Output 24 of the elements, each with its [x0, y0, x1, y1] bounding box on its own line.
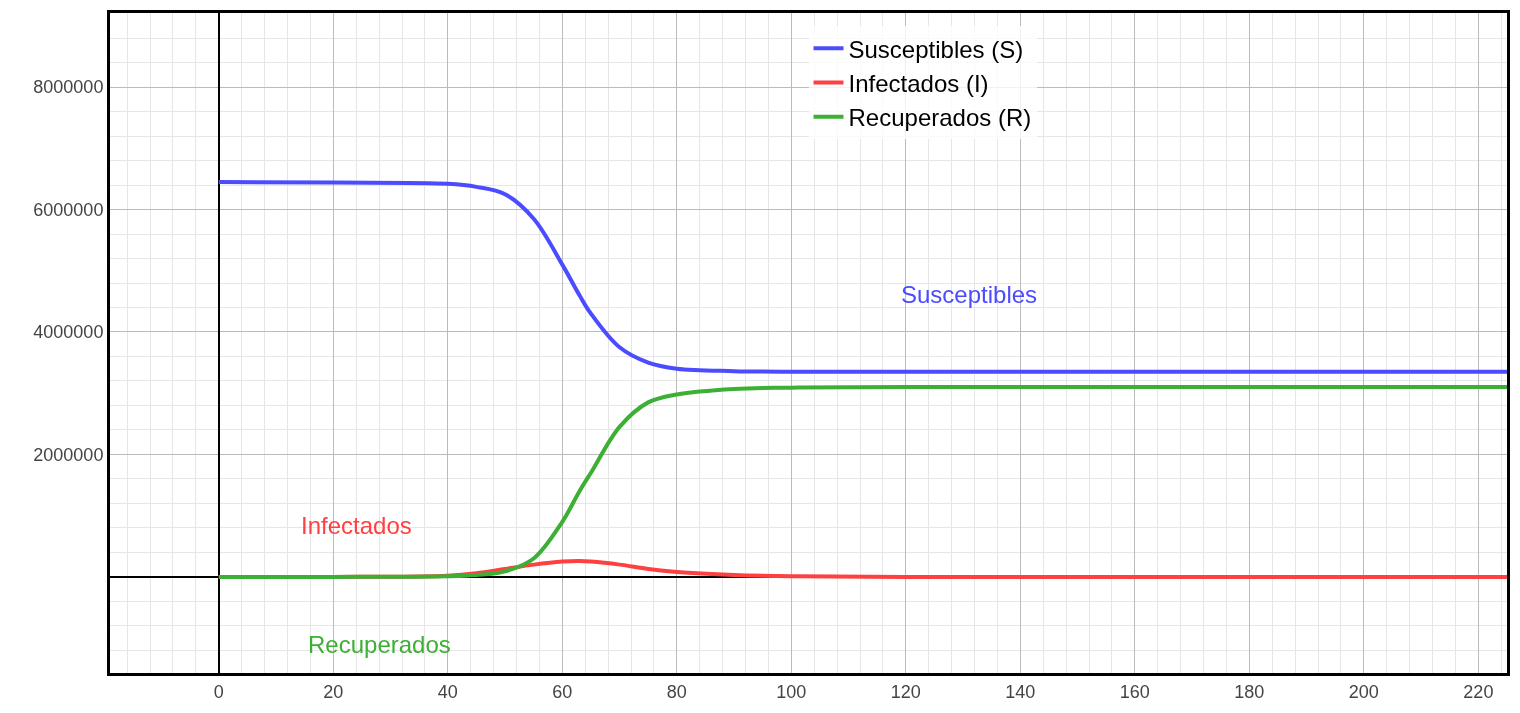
line-series	[216, 384, 1507, 579]
x-tick-label: 40	[437, 681, 458, 702]
x-tick-label: 100	[776, 681, 807, 702]
x-tick-label: 80	[666, 681, 687, 702]
x-tick-label: 160	[1119, 681, 1150, 702]
x-tick-label: 220	[1463, 681, 1494, 702]
legend-label: Recuperados (R)	[848, 104, 1032, 132]
y-tick-label: 8000000	[33, 77, 104, 98]
annotation: Recuperados	[308, 631, 451, 658]
x-tick-label: 20	[323, 681, 344, 702]
x-tick-label: 60	[552, 681, 573, 702]
line-series	[216, 179, 1507, 374]
x-tick-label: 0	[213, 681, 224, 702]
annotation: Infectados	[301, 512, 412, 539]
x-tick-label: 140	[1005, 681, 1036, 702]
annotation: Susceptibles	[901, 281, 1038, 308]
legend-label: Susceptibles (S)	[848, 35, 1024, 63]
x-tick-label: 200	[1348, 681, 1379, 702]
x-tick-label: 120	[890, 681, 921, 702]
y-tick-label: 6000000	[33, 199, 104, 220]
y-tick-label: 4000000	[33, 322, 104, 343]
y-tick-label: 2000000	[33, 444, 104, 465]
legend-label: Infectados (I)	[848, 69, 989, 97]
x-tick-label: 180	[1234, 681, 1265, 702]
